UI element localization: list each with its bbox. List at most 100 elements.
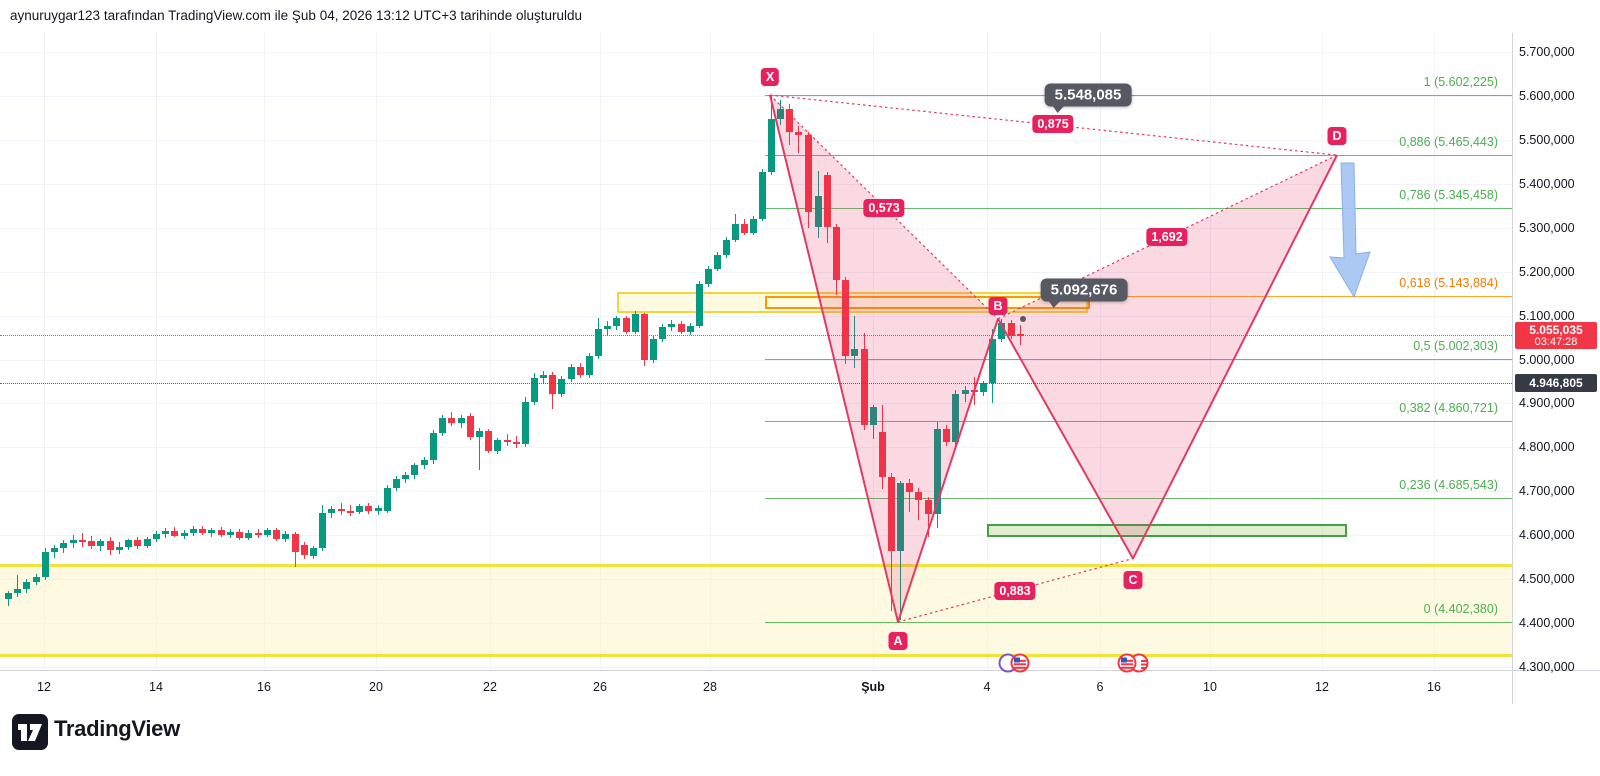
pattern-point-A-badge[interactable]: A <box>888 632 908 650</box>
candle <box>850 349 858 356</box>
candle <box>823 175 831 227</box>
candle <box>539 374 547 379</box>
x-axis-label: 14 <box>149 680 163 694</box>
y-axis-label: 4.400,000 <box>1519 616 1575 631</box>
candle <box>933 428 941 515</box>
candle <box>401 475 409 479</box>
indicator-price-line <box>0 382 1512 384</box>
fib-level-label: 0,786 (5.345,458) <box>1399 187 1498 202</box>
fib-level-label: 0,886 (5.465,443) <box>1399 135 1498 150</box>
y-axis-label: 5.500,000 <box>1519 132 1575 147</box>
candle <box>50 548 58 552</box>
pattern-point-X-badge[interactable]: X <box>760 68 780 86</box>
fib-level-line[interactable] <box>765 621 1512 623</box>
candle <box>905 482 913 492</box>
chart-pane[interactable]: 1 (5.602,225) 0,886 (5.465,443) 0,786 (5.3… <box>0 33 1512 670</box>
grid-line-h <box>0 579 1512 581</box>
grid-line-h <box>0 491 1512 493</box>
pattern-point-C-badge[interactable]: C <box>1123 571 1143 589</box>
candle <box>585 356 593 375</box>
x-axis-label: 20 <box>369 680 383 694</box>
candle <box>493 439 501 452</box>
candle <box>521 402 529 445</box>
pattern-point-B-badge[interactable]: B <box>988 297 1008 315</box>
grid-line-h <box>0 96 1512 97</box>
y-axis-label: 5.600,000 <box>1519 89 1575 103</box>
candle <box>722 239 730 256</box>
fib-level-line[interactable] <box>765 95 1512 97</box>
price-axis[interactable]: 5.055,035 03:47:28 4.946,805 5.700,000 5.600… <box>1512 33 1600 674</box>
candle <box>198 529 206 534</box>
y-axis-label: 5.300,000 <box>1519 220 1575 235</box>
candle <box>704 268 712 285</box>
green-box[interactable] <box>987 524 1347 537</box>
last-price-line <box>0 335 1512 337</box>
fib-level-label: 0,5 (5.002,303) <box>1413 338 1498 353</box>
candle <box>767 118 775 172</box>
candle <box>814 196 822 227</box>
candle <box>346 510 354 513</box>
candle <box>942 428 950 443</box>
candle <box>914 491 922 501</box>
candle <box>804 134 812 212</box>
candle <box>785 108 793 132</box>
candle <box>794 131 802 135</box>
fib-level-label: 0,236 (4.685,543) <box>1399 477 1498 492</box>
time-axis[interactable]: 12 14 16 20 22 26 28 Şub 4 6 10 12 16 <box>0 670 1512 705</box>
candle <box>22 581 30 589</box>
candle <box>4 593 12 599</box>
candle <box>776 108 784 119</box>
candle <box>41 551 49 577</box>
support-band[interactable] <box>0 564 1512 657</box>
header-bar: aynuruygar123 tarafından TradingView.com… <box>0 0 1600 34</box>
pattern-ratio-badge: 0,875 <box>1032 115 1074 133</box>
candle <box>997 323 1005 339</box>
grid-line-h <box>0 535 1512 537</box>
candle <box>161 531 169 534</box>
y-axis-label: 4.500,000 <box>1519 572 1575 587</box>
x-axis-label: 6 <box>1096 680 1104 694</box>
grid-line-v <box>44 33 45 670</box>
candle <box>106 541 114 551</box>
candle <box>392 478 400 489</box>
candle <box>970 389 978 393</box>
candle <box>686 325 694 333</box>
candle <box>695 284 703 326</box>
candle-wick <box>340 503 342 515</box>
grid-line-v <box>156 33 157 670</box>
candle <box>383 488 391 511</box>
grid-line-h <box>0 315 1512 317</box>
candle <box>124 540 132 548</box>
x-axis-label: Şub <box>861 680 885 694</box>
fib-level-line[interactable] <box>765 420 1512 422</box>
grid-line-h <box>0 359 1512 361</box>
grid-line-h <box>0 623 1512 625</box>
candle <box>32 576 40 582</box>
candle <box>281 533 289 539</box>
candle <box>612 318 620 326</box>
grid-line-h <box>0 666 1512 668</box>
candle <box>457 417 465 424</box>
candle <box>318 512 326 548</box>
candle <box>731 223 739 240</box>
fib-level-line[interactable] <box>765 296 1512 298</box>
candle <box>115 547 123 551</box>
y-axis-label: 4.800,000 <box>1519 440 1575 455</box>
candle <box>143 539 151 546</box>
candle-wick <box>16 574 18 597</box>
fib-level-line[interactable] <box>765 497 1512 499</box>
candle <box>272 530 280 539</box>
pattern-point-D-badge[interactable]: D <box>1327 127 1347 145</box>
fib-level-label: 0 (4.402,380) <box>1423 601 1498 616</box>
fib-level-line[interactable] <box>765 155 1512 157</box>
candle <box>576 366 584 375</box>
candle-wick <box>797 126 799 153</box>
candle <box>207 530 215 534</box>
y-axis-label: 5.700,000 <box>1519 45 1575 60</box>
candle <box>658 326 666 339</box>
candle <box>567 366 575 379</box>
fib-level-line[interactable] <box>765 358 1512 360</box>
grid-line-h <box>0 447 1512 449</box>
candle <box>557 378 565 394</box>
y-axis-label: 4.900,000 <box>1519 396 1575 411</box>
